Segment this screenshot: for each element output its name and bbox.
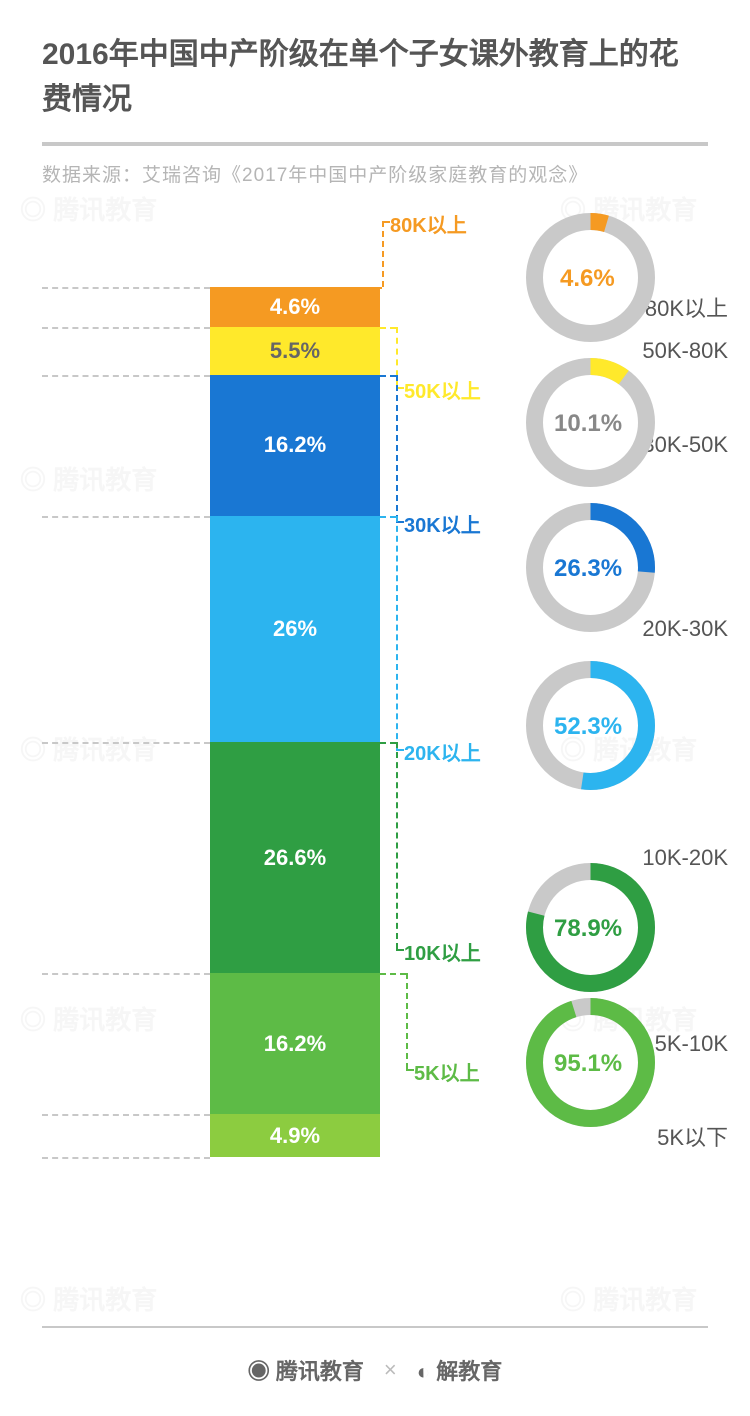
bar-segment: 5.5% bbox=[210, 327, 380, 375]
donut-label: 10K以上 bbox=[404, 937, 481, 966]
grid-line bbox=[42, 327, 210, 329]
grid-line bbox=[42, 1157, 210, 1159]
donut-value: 52.3% bbox=[554, 713, 622, 741]
chart-area: 4.6%5.5%16.2%26%26.6%16.2%4.9%80K以上50K-8… bbox=[0, 247, 750, 1207]
bar-segment: 4.6% bbox=[210, 287, 380, 327]
connector-line bbox=[396, 742, 398, 949]
donut-label: 20K以上 bbox=[404, 737, 481, 766]
bar-segment: 16.2% bbox=[210, 375, 380, 516]
donut-value: 95.1% bbox=[554, 1050, 622, 1078]
bar-segment: 26.6% bbox=[210, 742, 380, 973]
chart-title: 2016年中国中产阶级在单个子女课外教育上的花费情况 bbox=[0, 0, 750, 122]
footer-brand-right: ◐ 解教育 bbox=[417, 1354, 502, 1386]
grid-line bbox=[42, 973, 210, 975]
donut-label: 80K以上 bbox=[390, 209, 467, 238]
connector-line bbox=[382, 221, 390, 223]
donut-label: 5K以上 bbox=[414, 1057, 480, 1086]
connector-line bbox=[380, 973, 406, 975]
watermark: ◎ 腾讯教育 bbox=[20, 190, 157, 227]
connector-line bbox=[396, 516, 398, 749]
bar-segment: 4.9% bbox=[210, 1114, 380, 1157]
connector-line bbox=[396, 949, 404, 951]
grid-line bbox=[42, 742, 210, 744]
watermark: ◎ 腾讯教育 bbox=[560, 1280, 697, 1317]
connector-line bbox=[396, 375, 398, 521]
footer: ◉ 腾讯教育 × ◐ 解教育 bbox=[0, 1354, 750, 1386]
donut-label: 30K以上 bbox=[404, 509, 481, 538]
bar-label: 5K-10K bbox=[655, 1031, 728, 1057]
footer-separator: × bbox=[384, 1357, 397, 1383]
data-source: 数据来源：艾瑞咨询《2017年中国中产阶级家庭教育的观念》 bbox=[0, 146, 750, 187]
connector-line bbox=[380, 327, 396, 329]
grid-line bbox=[42, 516, 210, 518]
grid-line bbox=[42, 375, 210, 377]
watermark: ◎ 腾讯教育 bbox=[20, 1280, 157, 1317]
donut-value: 78.9% bbox=[554, 915, 622, 943]
bar-segment: 16.2% bbox=[210, 973, 380, 1114]
bar-label: 80K以上 bbox=[645, 291, 728, 323]
donut-value: 4.6% bbox=[560, 265, 615, 293]
connector-line bbox=[406, 973, 408, 1069]
bar-label: 5K以下 bbox=[657, 1120, 728, 1152]
connector-line bbox=[380, 742, 396, 744]
connector-line bbox=[380, 375, 396, 377]
footer-divider bbox=[42, 1326, 708, 1328]
bar-segment: 26% bbox=[210, 516, 380, 742]
donut-value: 26.3% bbox=[554, 555, 622, 583]
connector-line bbox=[382, 221, 384, 287]
donut-label: 50K以上 bbox=[404, 375, 481, 404]
footer-brand-left: ◉ 腾讯教育 bbox=[248, 1354, 364, 1386]
donut-value: 10.1% bbox=[554, 410, 622, 438]
grid-line bbox=[42, 1114, 210, 1116]
connector-line bbox=[380, 287, 382, 289]
connector-line bbox=[380, 516, 396, 518]
connector-line bbox=[406, 1069, 414, 1071]
grid-line bbox=[42, 287, 210, 289]
